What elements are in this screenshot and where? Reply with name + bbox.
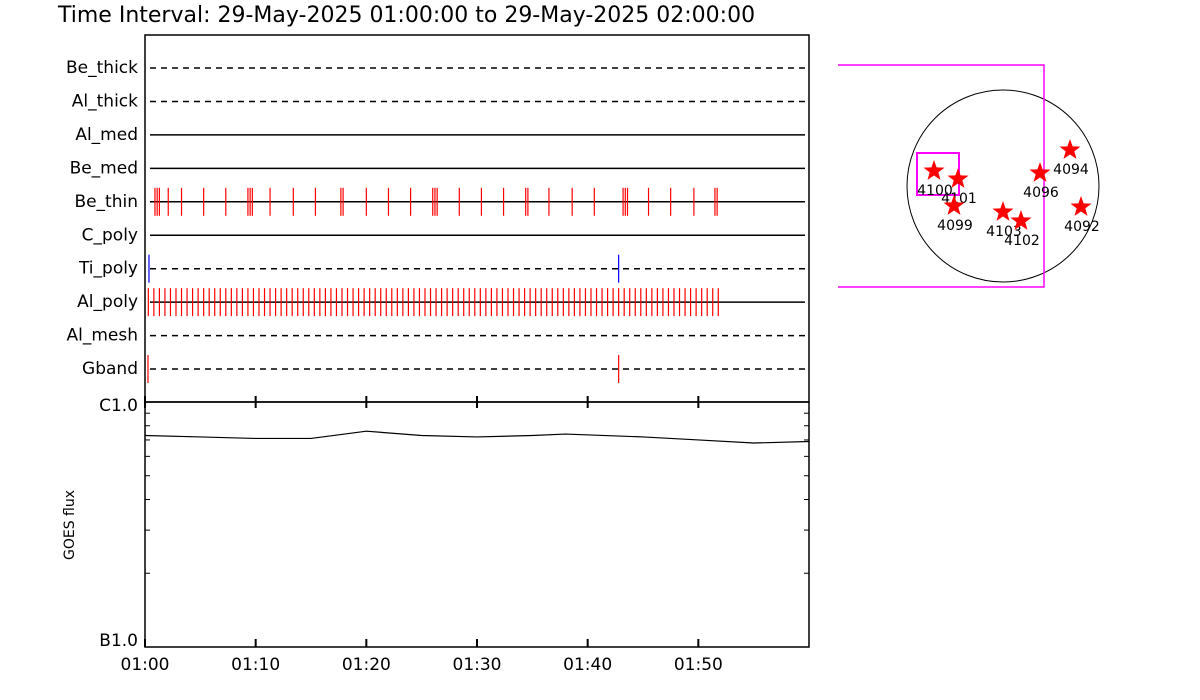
row-label: Al_thick (72, 91, 138, 111)
region-star (947, 168, 969, 188)
region-star (1070, 196, 1092, 216)
region-star (1029, 162, 1051, 182)
row-label: Be_thick (66, 58, 138, 78)
region-star (943, 195, 965, 215)
fov-box (838, 64, 1045, 288)
y-axis-title: GOES flux (62, 490, 78, 560)
region-label: 4094 (1053, 162, 1089, 178)
row-label: Al_med (75, 125, 138, 145)
y-tick-label: B1.0 (99, 631, 138, 651)
region-label: 4102 (1004, 233, 1040, 249)
timeline-frame (144, 34, 810, 403)
region-star (992, 201, 1014, 221)
row-label: Be_med (70, 158, 138, 178)
region-label: 4092 (1064, 219, 1100, 235)
x-tick-label: 01:10 (231, 655, 280, 675)
solar-disk (906, 89, 1100, 283)
x-tick-label: 01:20 (342, 655, 391, 675)
y-tick-label: C1.0 (99, 396, 138, 416)
row-label: Al_mesh (66, 326, 138, 346)
goes-flux-line (144, 430, 810, 444)
x-tick-label: 01:30 (453, 655, 502, 675)
region-star (923, 160, 945, 180)
row-label: Gband (82, 359, 138, 379)
x-tick-label: 01:40 (563, 655, 612, 675)
x-tick-label: 01:00 (121, 655, 170, 675)
goes-frame (144, 401, 810, 648)
region-label: 4099 (937, 218, 973, 234)
row-label: C_poly (82, 225, 138, 245)
x-tick-label: 01:50 (674, 655, 723, 675)
region-label: 4103 (986, 224, 1022, 240)
region-label: 4096 (1023, 185, 1059, 201)
plot-title: Time Interval: 29-May-2025 01:00:00 to 2… (57, 3, 755, 28)
row-label: Be_thin (74, 192, 138, 212)
row-label: Al_poly (77, 292, 138, 312)
region-star (1059, 139, 1081, 159)
row-label: Ti_poly (78, 259, 138, 279)
region-label: 4100 (917, 183, 953, 199)
region-star (1010, 210, 1032, 230)
